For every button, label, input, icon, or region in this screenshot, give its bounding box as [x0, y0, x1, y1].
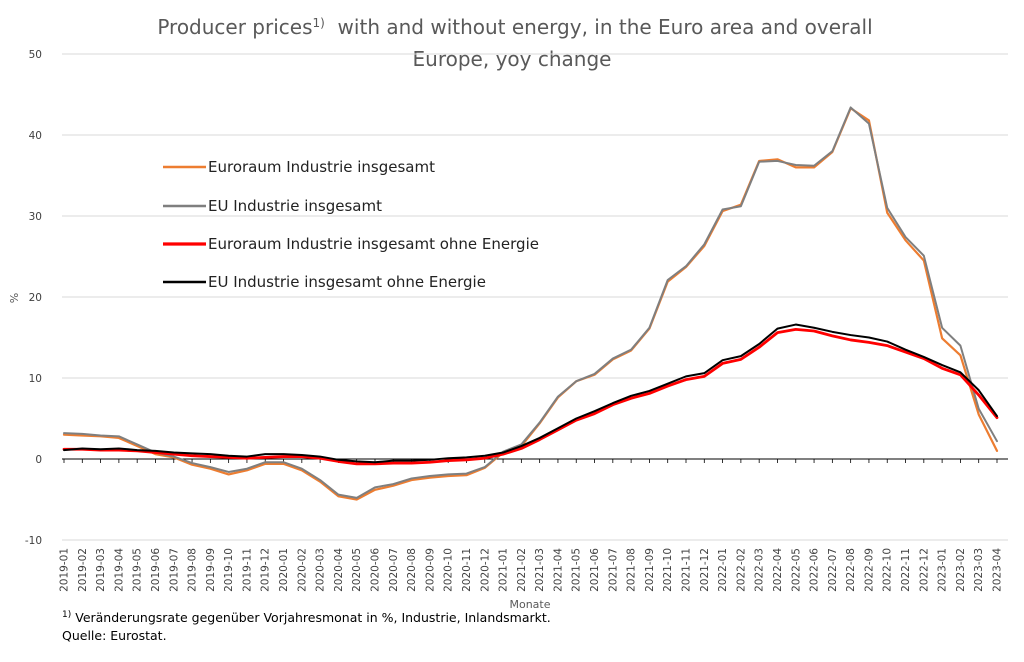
x-tick-label: 2020-08 [406, 548, 418, 592]
x-tick-label: 2023-03 [973, 548, 985, 592]
legend-label: Euroraum Industrie insgesamt ohne Energi… [208, 235, 539, 253]
x-tick-label: 2021-02 [516, 548, 528, 592]
legend-label: Euroraum Industrie insgesamt [208, 158, 435, 176]
x-tick-label: 2020-03 [315, 548, 327, 592]
x-tick-label: 2019-04 [113, 548, 125, 592]
x-tick-label: 2019-12 [260, 548, 272, 592]
footnote-line-1: 1) Veränderungsrate gegenüber Vorjahresm… [62, 610, 551, 625]
series-line-2 [63, 106, 998, 499]
x-tick-label: 2023-01 [937, 548, 949, 592]
chart-title-line-1: Producer prices1) with and without energ… [157, 15, 872, 39]
x-tick-label: 2021-11 [681, 548, 693, 592]
y-axis-ticks: -10 0 10 20 30 40 50 [25, 49, 42, 547]
footnote-marker: 1) [62, 610, 72, 620]
gridlines [62, 53, 1008, 541]
x-tick-label: 2022-11 [900, 548, 912, 592]
x-tick-label: 2022-10 [882, 548, 894, 592]
x-tick-label: 2021-06 [589, 548, 601, 592]
x-tick-label: 2021-01 [498, 548, 510, 592]
series-line-3 [62, 327, 999, 466]
x-tick-label: 2020-10 [443, 548, 455, 592]
x-tick-label: 2021-07 [607, 548, 619, 592]
x-tick-label: 2020-12 [479, 548, 491, 592]
y-tick-label: 0 [35, 454, 42, 466]
x-tick-label: 2022-02 [735, 548, 747, 592]
x-tick-label: 2021-05 [571, 548, 583, 592]
x-tick-label: 2020-01 [278, 548, 290, 592]
x-tick-label: 2022-08 [845, 548, 857, 592]
x-tick-label: 2019-09 [205, 548, 217, 592]
y-tick-label: 10 [29, 373, 42, 385]
x-tick-label: 2020-11 [461, 548, 473, 592]
x-tick-label: 2022-12 [918, 548, 930, 592]
x-tick-label: 2019-02 [77, 548, 89, 592]
y-axis-label: % [8, 293, 21, 303]
x-tick-label: 2020-07 [388, 548, 400, 592]
x-tick-label: 2019-06 [150, 548, 162, 592]
x-tick-label: 2020-02 [296, 548, 308, 592]
footnote-text: Veränderungsrate gegenüber Vorjahresmona… [75, 610, 551, 626]
y-tick-label: -10 [25, 535, 42, 547]
x-tick-label: 2022-01 [717, 548, 729, 592]
x-tick-label: 2019-10 [223, 548, 235, 592]
x-tick-label: 2020-09 [424, 548, 436, 592]
legend: Euroraum Industrie insgesamt EU Industrie… [163, 158, 539, 291]
x-tick-label: 2023-02 [955, 548, 967, 592]
y-tick-label: 50 [29, 49, 42, 61]
x-tick-label: 2022-05 [790, 548, 802, 592]
x-tick-label: 2022-07 [827, 548, 839, 592]
series-lines [62, 106, 999, 501]
x-tick-label: 2020-05 [351, 548, 363, 592]
x-tick-label: 2020-04 [333, 548, 345, 592]
legend-label: EU Industrie insgesamt [208, 197, 382, 215]
x-tick-label: 2019-03 [95, 548, 107, 592]
x-tick-label: 2022-06 [809, 548, 821, 592]
x-tick-label: 2022-04 [772, 548, 784, 592]
x-tick-label: 2021-10 [662, 548, 674, 592]
footnote-source: Quelle: Eurostat. [62, 628, 167, 643]
x-tick-label: 2019-11 [241, 548, 253, 592]
x-tick-label: 2019-07 [168, 548, 180, 592]
x-tick-label: 2019-05 [132, 548, 144, 592]
x-axis-label: Monate [509, 598, 550, 611]
x-tick-label: 2021-12 [699, 548, 711, 592]
x-tick-label: 2020-06 [370, 548, 382, 592]
x-axis-ticks: 2019-01 2019-02 2019-03 2019-04 2019-05 2019-… [59, 459, 1004, 592]
x-tick-label: 2021-08 [626, 548, 638, 592]
x-tick-label: 2019-01 [59, 548, 71, 592]
x-tick-label: 2023-04 [992, 548, 1004, 592]
x-tick-label: 2021-09 [644, 548, 656, 592]
x-tick-label: 2022-03 [754, 548, 766, 592]
x-tick-label: 2021-03 [534, 548, 546, 592]
x-tick-label: 2022-09 [863, 548, 875, 592]
chart-title-line-2: Europe, yoy change [413, 47, 612, 71]
y-tick-label: 20 [29, 292, 42, 304]
y-tick-label: 30 [29, 211, 42, 223]
x-tick-label: 2019-08 [187, 548, 199, 592]
y-tick-label: 40 [29, 130, 42, 142]
legend-label: EU Industrie insgesamt ohne Energie [208, 273, 486, 291]
x-tick-label: 2021-04 [552, 548, 564, 592]
series-line-4 [63, 323, 998, 464]
